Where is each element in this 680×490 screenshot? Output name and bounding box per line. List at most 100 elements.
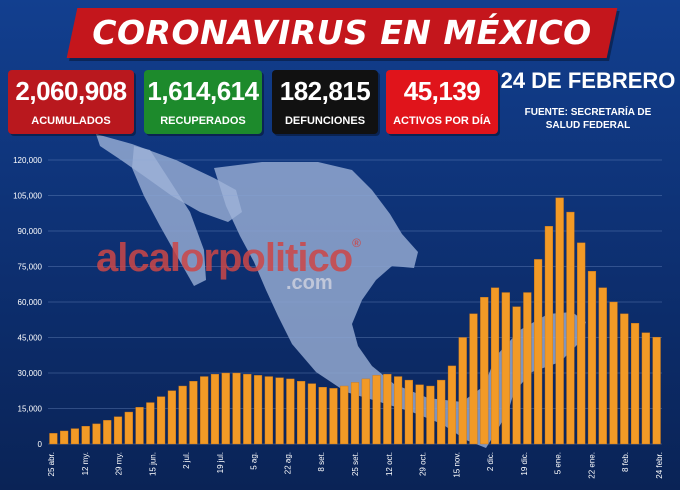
bar [469,313,478,445]
bar [275,377,284,445]
stat-activos-value: 45,139 [403,76,481,106]
bar [167,390,176,445]
stat-activos: 45,139 ACTIVOS POR DÍA [386,70,498,134]
watermark-domain: .com [286,272,333,294]
bar [447,365,457,445]
watermark-brand: alcalorpolitico [96,236,353,280]
stat-defunciones-value: 182,815 [279,76,371,106]
bar [480,297,489,445]
stat-recuperados: 1,614,614 RECUPERADOS [144,70,262,134]
x-tick-label: 19 dic. [520,452,529,476]
x-tick-label: 2 dic. [486,452,495,471]
y-axis-ticks: 0 15,000 30,000 45,000 60,000 75,000 90,000 105… [13,156,42,449]
bar [113,416,123,445]
x-tick-label: 5 ene. [554,452,563,474]
bar [70,428,80,445]
stat-acumulados-label: ACUMULADOS [31,115,111,127]
bar [630,323,640,445]
bar [350,382,360,445]
bar [609,301,618,445]
page-title: CORONAVIRUS EN MÉXICO [92,13,592,52]
bar [394,376,403,445]
bar [544,226,553,445]
bar [523,292,532,445]
source-line-1: FUENTE: SECRETARÍA DE [524,107,652,118]
bar [383,373,392,445]
y-tick-label: 30,000 [18,369,43,378]
x-tick-label: 29 oct. [419,452,428,476]
x-tick-label: 12 oct. [385,452,394,476]
bar [329,388,338,445]
bar [426,385,435,445]
bar [135,407,144,445]
bar [297,381,306,445]
y-tick-label: 15,000 [18,405,43,414]
bar [243,373,252,445]
y-tick-label: 105,000 [13,192,42,201]
bar [490,287,500,445]
bar [81,426,90,445]
bar [415,384,424,445]
y-tick-label: 120,000 [13,156,42,165]
y-tick-label: 60,000 [18,298,43,307]
stat-acumulados: 2,060,908 ACUMULADOS [8,70,134,134]
stat-acumulados-value: 2,060,908 [15,76,127,106]
bar [210,373,220,445]
bar [555,197,564,445]
x-tick-label: 22 ene. [587,452,596,479]
x-tick-label: 8 feb. [621,452,630,472]
x-tick-label: 5 ag. [250,452,259,470]
bar [253,375,263,445]
bar [157,396,166,445]
source-line-2: SALUD FEDERAL [545,120,631,131]
bar [458,337,467,445]
bar [307,383,316,445]
x-tick-label: 22 ag. [283,452,292,474]
bar [92,423,101,445]
bar [404,379,413,445]
x-tick-label: 8 set. [317,452,326,472]
bar [587,271,597,445]
bar [232,372,241,445]
x-tick-label: 25 abr. [47,452,56,476]
x-axis-ticks: 25 abr. 12 my. 29 my. 15 jun. 2 jul. 19 jul. 5… [47,452,664,479]
bar [534,259,543,445]
source-note: FUENTE: SECRETARÍA DE SALUD FEDERAL [512,106,664,132]
bar [501,292,510,445]
bar [361,378,370,445]
bar [286,378,295,445]
x-tick-label: 12 my. [81,452,90,475]
bar [49,433,58,445]
bar [340,385,349,445]
bar [103,420,112,445]
bar [512,306,521,445]
watermark-logo: alcalorpolitico® [96,236,361,281]
bar [652,336,661,445]
bar [620,313,629,445]
bar [178,385,187,445]
stat-recuperados-value: 1,614,614 [147,76,259,106]
bar [264,376,273,445]
y-tick-label: 0 [38,440,43,449]
stat-defunciones-label: DEFUNCIONES [284,115,366,127]
bar [566,211,575,445]
bar [189,381,198,445]
bar [577,242,586,445]
chart-bars [49,197,661,445]
x-tick-label: 25 set. [351,452,360,476]
bar [146,402,155,445]
y-tick-label: 90,000 [18,227,43,236]
bar [437,379,446,445]
bar [318,387,327,445]
bar [124,411,133,445]
bar [598,287,607,445]
stat-recuperados-label: RECUPERADOS [160,115,246,127]
y-tick-label: 45,000 [18,334,43,343]
bar [221,372,230,445]
y-tick-label: 75,000 [18,263,43,272]
x-tick-label: 15 jun. [148,452,157,476]
stat-defunciones: 182,815 DEFUNCIONES [272,70,378,134]
x-tick-label: 29 my. [115,452,124,475]
bar [200,376,209,445]
